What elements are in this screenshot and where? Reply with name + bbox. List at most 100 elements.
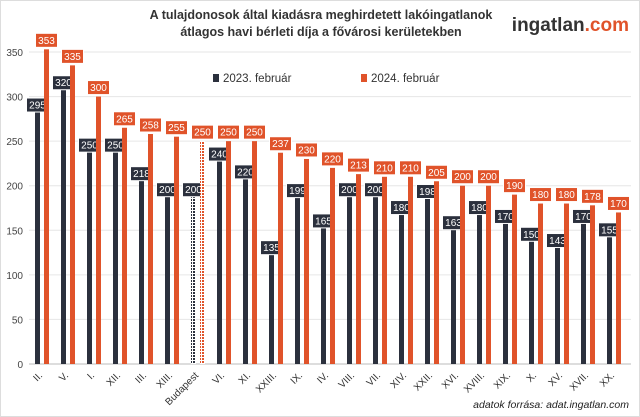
data-label-box [399,160,422,176]
bar [113,141,118,364]
bar [451,218,456,364]
x-tick-label: XVII. [568,370,591,393]
x-tick-label: VI. [211,370,227,386]
data-label: 218 [133,169,150,180]
data-label: 190 [506,181,523,192]
data-label: 210 [402,163,419,174]
data-label: 265 [116,114,133,125]
data-label-box [165,120,188,136]
bar [564,203,569,364]
bar [347,185,352,364]
bar [217,150,222,364]
x-tick-label: XIII. [155,370,175,390]
data-label-box [477,169,500,185]
y-tick-label: 300 [6,93,23,104]
data-label: 320 [55,78,72,89]
data-label: 295 [29,101,46,112]
bar [70,65,75,364]
legend-label: 2024. február [371,73,440,85]
y-tick-label: 100 [6,271,23,282]
data-label-box [191,124,214,140]
data-label-box [217,124,240,140]
x-tick-label: VIII. [337,370,357,390]
data-label-box [529,187,552,203]
x-tick-label: XII. [105,370,123,388]
bar [512,194,517,364]
bar [330,167,335,364]
bar [226,141,231,364]
bar [44,49,49,364]
bar [503,212,508,364]
y-tick-label: 200 [6,182,23,193]
bar [200,141,205,364]
data-label: 255 [168,123,185,134]
data-label-box [607,195,630,211]
x-tick-label: I. [85,370,97,382]
x-tick-label: XIV. [389,370,409,390]
legend-swatch [213,74,219,82]
bar [590,205,595,364]
data-label: 199 [289,186,306,197]
x-tick-label: XIX. [492,370,513,391]
x-tick-label: XXII. [412,370,435,393]
data-label: 220 [237,167,254,178]
data-label: 135 [263,243,280,254]
bar [408,176,413,364]
bar [434,181,439,364]
bar [607,225,612,364]
chart-title: A tulajdonosok által kiadásra meghirdete… [149,8,493,39]
data-label-box [35,32,58,48]
legend-label: 2023. február [223,73,292,85]
data-label: 210 [376,163,393,174]
bar [96,96,101,365]
data-label: 250 [246,128,263,139]
bar [304,158,309,364]
bar [87,141,92,364]
y-tick-label: 50 [12,315,24,326]
data-label: 200 [159,185,176,196]
data-label: 220 [324,154,341,165]
bar [425,187,430,364]
data-label: 143 [549,236,566,247]
data-label: 240 [211,150,228,161]
legend-swatch [361,74,367,82]
data-label-box [347,157,370,173]
data-label: 250 [81,141,98,152]
bar [61,78,66,364]
data-label-box [295,142,318,158]
bar [269,243,274,364]
bar [174,136,179,364]
data-label-box [581,188,604,204]
y-tick-label: 250 [6,137,23,148]
data-label: 200 [480,172,497,183]
bar [538,203,543,364]
x-tick-label: VII. [365,370,383,388]
x-tick-label: II. [31,370,45,384]
data-label-box [87,80,110,96]
logo: ingatlan.com [512,15,629,37]
data-label-box [321,151,344,167]
data-label: 163 [445,218,462,229]
data-label: 180 [471,203,488,214]
bar [616,212,621,364]
bar [382,176,387,364]
data-label: 150 [523,230,540,241]
data-label: 353 [38,36,55,47]
x-tick-label: XX. [598,370,617,389]
bar [486,185,491,364]
data-label-box [113,111,136,127]
bar [295,186,300,364]
y-tick-label: 350 [6,48,23,59]
data-label: 230 [298,145,315,156]
bar [148,134,153,364]
data-label: 300 [90,83,107,94]
bar [191,185,196,364]
x-tick-label: III. [133,370,149,386]
data-label: 170 [497,212,514,223]
bar [373,185,378,364]
bar [356,174,361,364]
bar [529,230,534,364]
data-label-box [503,178,526,194]
data-label: 250 [220,128,237,139]
